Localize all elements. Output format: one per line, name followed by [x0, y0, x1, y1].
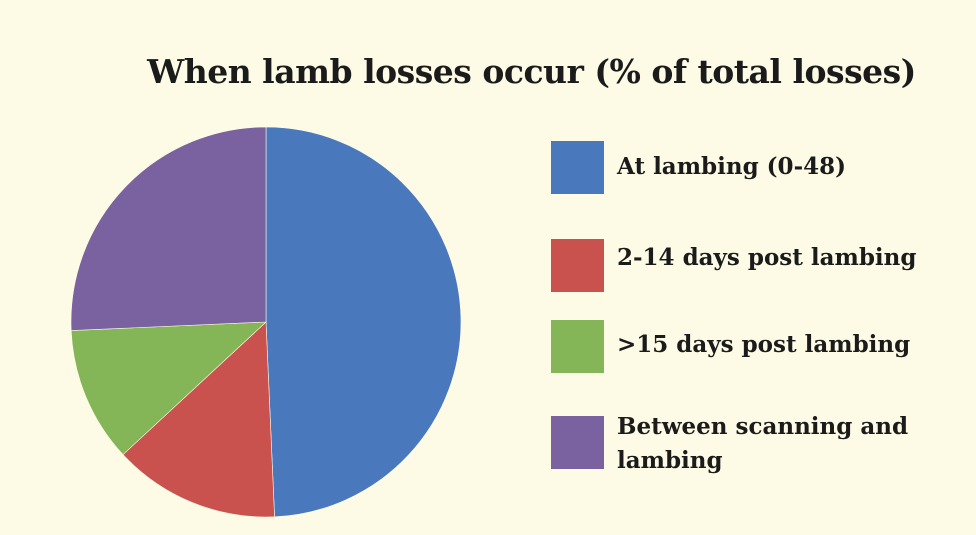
pie-slice-0 — [265, 126, 462, 518]
legend-swatch-2-14-days — [551, 239, 604, 292]
legend-swatch-at-lambing — [551, 141, 604, 194]
legend-label-2-14-days: 2-14 days post lambing — [617, 244, 917, 271]
legend-item-2-14-days: 2-14 days post lambing — [551, 239, 937, 292]
legend-label-at-lambing: At lambing (0-48) — [617, 153, 847, 180]
legend-label-15-days: >15 days post lambing — [617, 331, 911, 358]
pie-slice-3 — [70, 126, 267, 331]
legend-swatch-scanning — [551, 416, 604, 469]
legend-label-scanning: Between scanning and lambing — [617, 413, 909, 474]
legend: At lambing (0-48) 2-14 days post lambing… — [551, 0, 971, 535]
legend-swatch-15-days — [551, 320, 604, 373]
pie-slice-2 — [70, 321, 267, 456]
pie-slice-1 — [122, 321, 275, 518]
legend-item-15-days: >15 days post lambing — [551, 320, 937, 373]
legend-item-scanning: Between scanning and lambing — [551, 413, 917, 478]
legend-item-at-lambing: At lambing (0-48) — [551, 141, 937, 194]
chart-title: When lamb losses occur (% of total losse… — [147, 52, 916, 91]
